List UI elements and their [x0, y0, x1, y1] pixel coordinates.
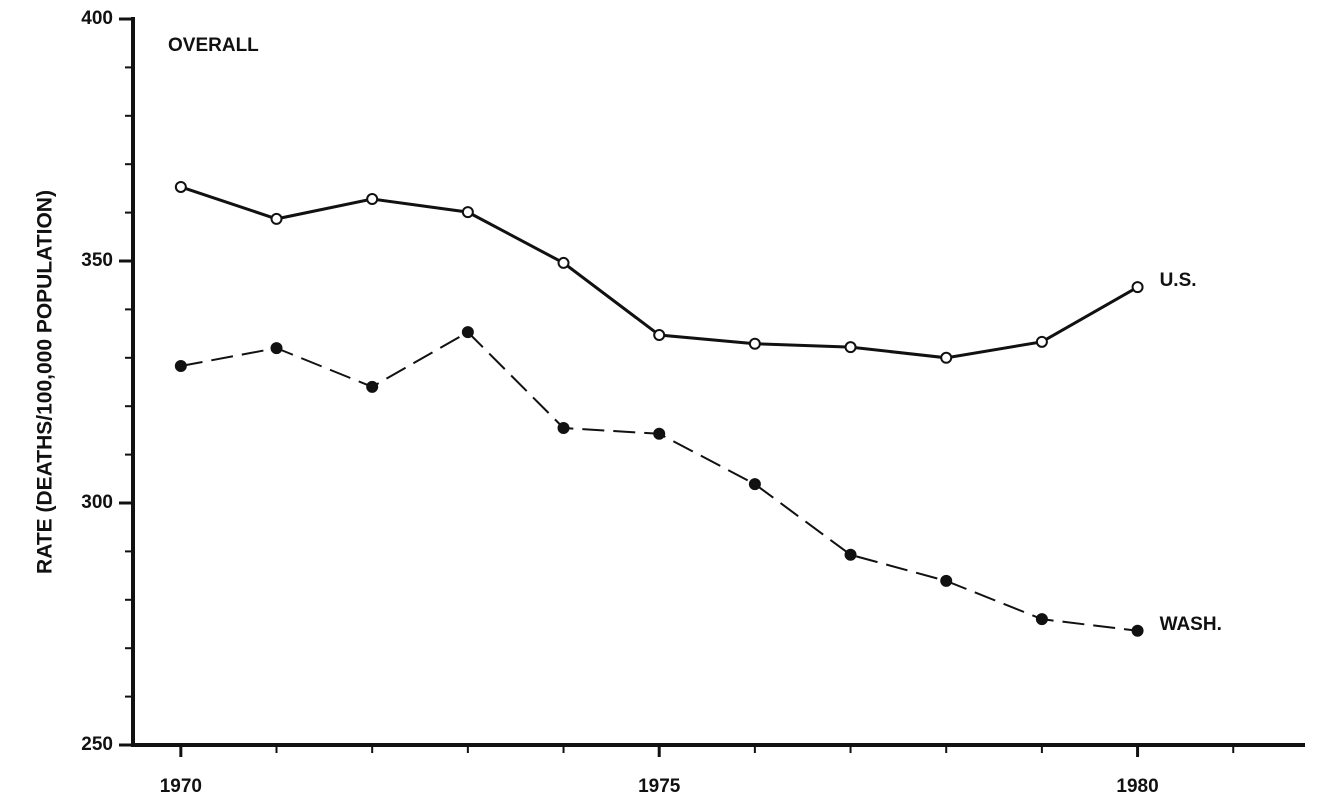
data-point — [1035, 613, 1048, 626]
data-point — [1035, 335, 1048, 348]
data-point — [174, 360, 187, 373]
series-label: U.S. — [1160, 270, 1197, 291]
data-point — [940, 574, 953, 587]
data-point — [461, 206, 474, 219]
data-point — [174, 180, 187, 193]
data-point — [653, 427, 666, 440]
data-point — [557, 421, 570, 434]
y-tick-label: 250 — [81, 734, 113, 755]
data-point — [1131, 281, 1144, 294]
data-point — [940, 351, 953, 364]
data-point — [270, 342, 283, 355]
data-point — [1131, 624, 1144, 637]
series-label: WASH. — [1160, 614, 1222, 635]
data-point — [366, 193, 379, 206]
x-tick-label: 1980 — [1116, 776, 1158, 797]
data-point — [748, 478, 761, 491]
x-tick-label: 1975 — [638, 776, 681, 797]
x-tick-label: 1970 — [160, 776, 202, 797]
data-point — [844, 341, 857, 354]
series-line — [180, 330, 1138, 632]
y-tick-label: 300 — [81, 492, 113, 513]
data-point — [844, 548, 857, 561]
data-point — [366, 380, 379, 393]
data-point — [557, 256, 570, 269]
data-point — [748, 337, 761, 350]
y-tick-label: 350 — [81, 250, 113, 271]
data-point — [653, 329, 666, 342]
data-point — [270, 212, 283, 225]
data-point — [461, 326, 474, 339]
panel-title: OVERALL — [168, 35, 259, 56]
y-axis-label: RATE (DEATHS/100,000 POPULATION) — [34, 190, 57, 574]
y-tick-label: 400 — [81, 8, 113, 29]
